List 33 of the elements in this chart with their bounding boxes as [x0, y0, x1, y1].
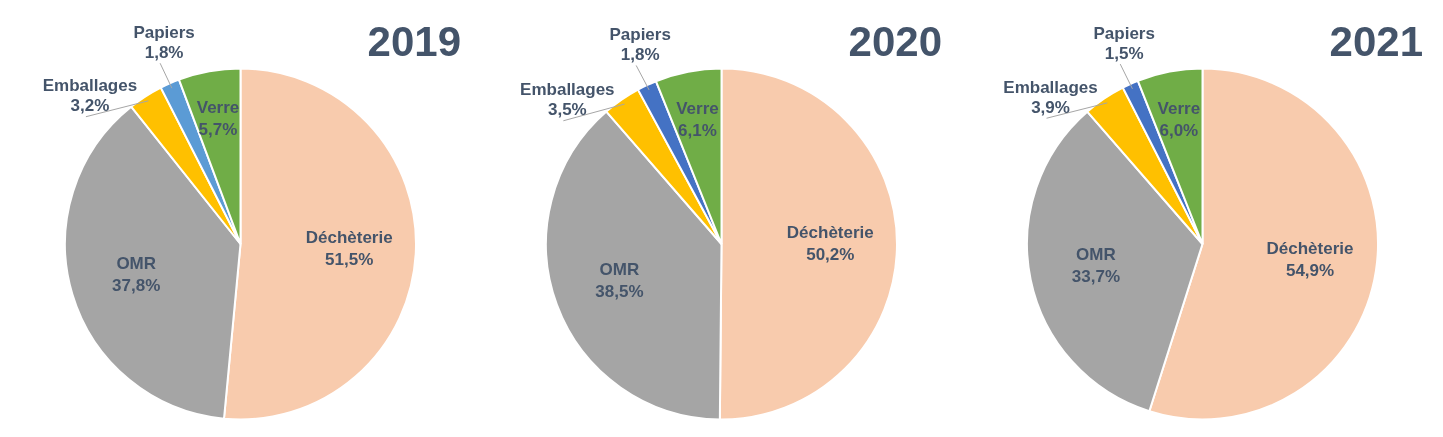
slice-label: Verre — [196, 98, 240, 118]
slice-label: Verre — [1157, 98, 1201, 118]
slice-label: Verre — [676, 98, 719, 118]
data-label: 3,9% — [1031, 97, 1070, 117]
data-label: 37,8% — [112, 275, 161, 295]
slice-label: Déchèterie — [305, 227, 393, 247]
data-label: 3,5% — [547, 100, 587, 120]
slice-label: OMR — [1076, 244, 1116, 264]
data-label: 50,2% — [806, 245, 855, 265]
slice-label: Déchèterie — [786, 223, 874, 243]
chart-title: 2021 — [1329, 18, 1423, 66]
data-label: 1,8% — [620, 45, 660, 65]
slice-label: Papiers — [609, 25, 671, 45]
slice-label: Emballages — [42, 76, 138, 96]
data-label: 54,9% — [1285, 261, 1335, 281]
data-label: 3,2% — [70, 96, 110, 116]
data-label: 6,1% — [678, 120, 717, 140]
chart-title: 2020 — [848, 18, 942, 66]
slice-label: Papiers — [1093, 23, 1155, 43]
data-label: 6,0% — [1159, 120, 1199, 140]
data-label: 38,5% — [595, 282, 644, 302]
slice-label: Emballages — [1003, 77, 1098, 97]
slice-label: Déchèterie — [1266, 239, 1354, 259]
data-label: 5,7% — [198, 120, 238, 140]
slice-label: Papiers — [133, 22, 195, 42]
data-label: 33,7% — [1071, 266, 1121, 286]
slice-label: OMR — [116, 253, 157, 273]
chart-title: 2019 — [367, 18, 461, 66]
slice-label: Emballages — [520, 80, 615, 100]
data-label: 1,8% — [144, 42, 184, 62]
data-label: 1,5% — [1104, 43, 1144, 63]
data-label: 51,5% — [325, 249, 374, 269]
slice-label: OMR — [599, 260, 640, 280]
